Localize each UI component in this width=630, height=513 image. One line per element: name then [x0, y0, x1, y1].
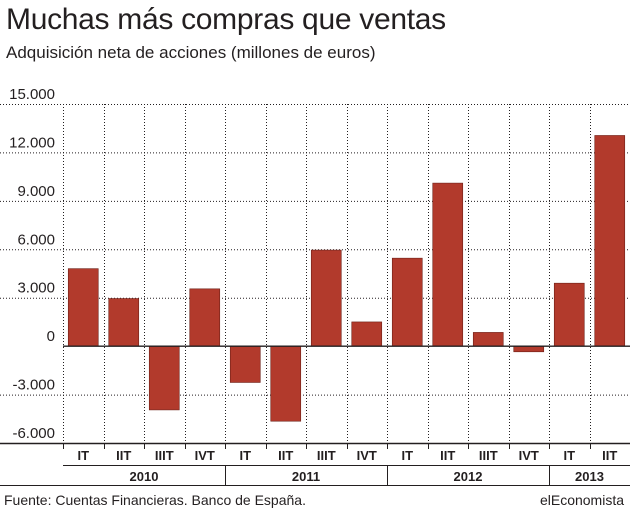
bar	[391, 257, 423, 347]
bar	[351, 321, 383, 347]
quarter-label: IVT	[519, 448, 539, 463]
chart-subtitle: Adquisición neta de acciones (millones d…	[6, 43, 376, 62]
bar	[310, 249, 342, 347]
y-tick-label: -3.000	[12, 377, 55, 394]
bar	[553, 282, 585, 347]
quarter-label: IT	[563, 448, 575, 463]
y-tick-label: 3.000	[17, 280, 55, 297]
y-tick-label: 6.000	[17, 231, 55, 248]
source-note: Fuente: Cuentas Financieras. Banco de Es…	[4, 492, 306, 508]
bar	[270, 345, 302, 422]
quarter-label: IVT	[195, 448, 215, 463]
year-label: 2010	[130, 469, 159, 484]
quarter-label: IIIT	[479, 448, 498, 463]
y-tick-label: 0	[47, 328, 55, 345]
bar	[108, 298, 140, 347]
y-tick-label: 12.000	[9, 134, 55, 151]
bar	[67, 268, 99, 347]
brand-name: elEconomista	[539, 492, 624, 508]
plot-background	[63, 104, 630, 443]
quarter-label: IIT	[278, 448, 293, 463]
quarter-label: IIT	[116, 448, 131, 463]
year-label: 2013	[575, 469, 604, 484]
quarter-label: IT	[401, 448, 413, 463]
quarter-label: IIIT	[155, 448, 174, 463]
year-label: 2011	[292, 469, 320, 484]
year-label: 2012	[454, 469, 483, 484]
quarter-label: IT	[239, 448, 251, 463]
y-tick-label: 15.000	[9, 86, 55, 103]
bar	[432, 182, 464, 347]
bar	[229, 345, 261, 383]
quarter-label: IIT	[602, 448, 617, 463]
bar	[472, 332, 504, 347]
chart-title: Muchas más compras que ventas	[6, 3, 446, 36]
bar	[148, 345, 180, 411]
bar-chart: 15.000 12.000 9.000 6.000 3.000 0 -3.000 -6.000…	[0, 86, 630, 485]
quarter-label: IT	[77, 448, 89, 463]
y-tick-label: 9.000	[17, 183, 55, 200]
quarter-label: IVT	[357, 448, 377, 463]
bar	[594, 135, 626, 347]
bar	[513, 345, 545, 353]
bar	[189, 288, 221, 347]
y-tick-label: -6.000	[12, 425, 55, 442]
quarter-label: IIIT	[317, 448, 336, 463]
quarter-label: IIT	[440, 448, 455, 463]
footer-divider	[0, 485, 630, 486]
